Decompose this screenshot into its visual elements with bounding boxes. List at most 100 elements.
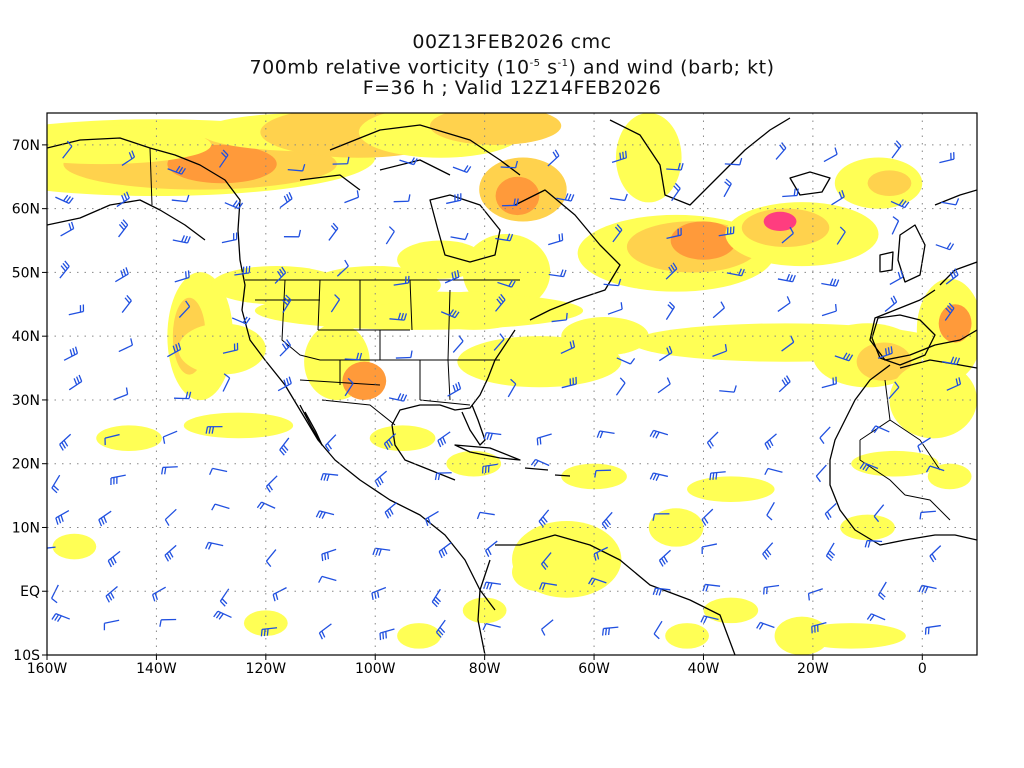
wind-barb	[712, 301, 725, 319]
coastline-alaska	[47, 199, 206, 241]
wind-barb	[440, 309, 460, 319]
wind-barb	[777, 296, 791, 312]
wind-barb	[821, 278, 840, 287]
vorticity-contour	[47, 125, 212, 165]
vorticity-contour	[665, 623, 709, 649]
wind-barb	[653, 620, 663, 640]
wind-barb	[389, 312, 408, 321]
wind-barb	[609, 193, 628, 202]
wind-barb	[495, 233, 514, 242]
wind-barb	[819, 426, 831, 444]
wind-barb	[107, 550, 121, 568]
title-line-1: 00Z13FEB2026 cmc	[412, 31, 612, 53]
coastline-greenland	[609, 117, 791, 206]
wind-barb	[205, 541, 224, 550]
wind-barb	[265, 549, 277, 568]
wind-barb	[231, 316, 251, 325]
wind-barb	[649, 429, 669, 439]
wind-barb	[701, 508, 714, 526]
alaska-border	[149, 147, 153, 206]
wind-barb	[551, 312, 568, 323]
wind-barb	[167, 165, 186, 175]
wind-barb	[450, 232, 469, 241]
wind-barb	[918, 584, 937, 594]
wind-barb	[222, 342, 239, 354]
lon-tick-label: 100W	[355, 661, 396, 677]
wind-barb	[824, 503, 837, 521]
wind-barb	[890, 199, 910, 209]
vorticity-contour	[96, 425, 162, 452]
wind-barb	[652, 513, 670, 521]
wind-barb	[178, 300, 191, 318]
wind-barb	[763, 584, 780, 595]
wind-barb	[393, 194, 411, 203]
wind-barb	[658, 345, 673, 362]
wind-barb	[209, 467, 228, 476]
coastline-cuba	[454, 444, 521, 461]
wind-barb	[437, 431, 451, 448]
mexico-border	[321, 399, 396, 426]
wind-barb	[864, 539, 883, 548]
vorticity-contour	[648, 508, 704, 547]
vorticity-contour	[927, 463, 972, 490]
wind-barb	[764, 433, 777, 451]
wind-barb	[493, 333, 505, 351]
wind-barb	[888, 381, 900, 399]
wind-barb	[616, 357, 636, 365]
vorticity-contour	[774, 616, 830, 655]
wind-barb	[834, 352, 854, 362]
vorticity-contour	[938, 304, 972, 343]
coastline-south-america	[495, 534, 736, 655]
wind-barb	[821, 304, 837, 317]
wind-barb	[277, 376, 292, 392]
wind-barb	[777, 273, 796, 283]
wind-barb	[162, 430, 178, 444]
coastline-baja	[299, 404, 323, 446]
lat-tick-label: 10N	[12, 520, 40, 536]
wind-barb	[481, 463, 498, 474]
wind-barb	[756, 621, 775, 630]
lon-tick-label: 0	[918, 661, 927, 677]
wind-barb	[601, 626, 619, 636]
wind-barb	[104, 433, 120, 446]
lat-tick-label: EQ	[20, 584, 40, 600]
wind-barb	[836, 226, 846, 245]
wind-barb	[615, 377, 626, 396]
wind-barb	[121, 150, 136, 166]
wind-barb	[766, 502, 775, 521]
wind-barb	[712, 344, 728, 357]
wind-barb	[884, 295, 898, 312]
wind-barb	[702, 583, 721, 592]
wind-barb	[665, 262, 678, 280]
coastline-africa	[829, 364, 977, 546]
wind-barb	[666, 162, 684, 171]
vorticity-contour	[342, 361, 387, 401]
wind-barb	[919, 510, 936, 520]
wind-barb	[167, 342, 182, 358]
wind-barb	[541, 552, 552, 570]
vorticity-contour	[52, 533, 97, 560]
wind-barb	[825, 542, 836, 562]
wind-barb	[726, 268, 745, 277]
wind-barb	[889, 270, 904, 285]
wind-barb	[344, 377, 354, 397]
vorticity-contour	[840, 514, 895, 541]
graticule	[47, 113, 977, 655]
wind-barb	[781, 226, 794, 244]
wind-barb	[483, 581, 501, 590]
vorticity-contour	[309, 265, 441, 305]
wind-barb	[318, 623, 332, 640]
lat-tick-label: 40N	[12, 329, 40, 345]
vorticity-contour	[178, 323, 266, 375]
wind-barb	[652, 587, 671, 596]
wind-barb	[507, 378, 517, 398]
wind-barb	[434, 472, 452, 481]
wind-barb	[283, 229, 302, 238]
lat-tick-label: 30N	[12, 393, 40, 409]
wind-barb	[929, 545, 942, 563]
wind-barb	[205, 425, 223, 434]
wind-barb	[941, 356, 961, 365]
wind-barb	[821, 376, 837, 389]
wind-barb	[719, 385, 737, 393]
wind-barb	[452, 335, 464, 353]
